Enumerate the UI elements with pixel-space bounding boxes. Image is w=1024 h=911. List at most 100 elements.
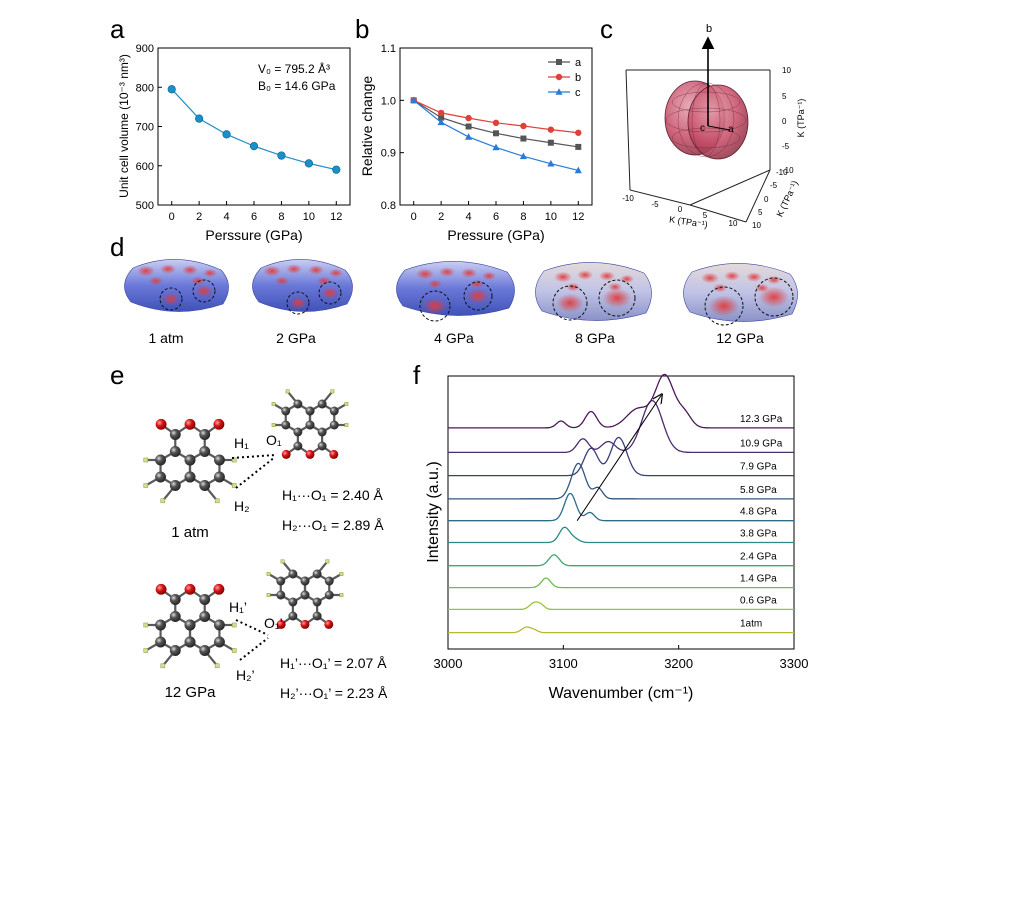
x-tick-label: 8: [520, 211, 526, 223]
surface-label-2: 2 GPa: [276, 330, 316, 346]
oxygen-atom: [184, 418, 196, 430]
contact-spot: [566, 282, 580, 292]
hydrogen-atom: [160, 663, 166, 669]
contact-spot: [701, 272, 719, 284]
series-point-b: [520, 122, 527, 130]
pressure-shift-arrow: [576, 395, 661, 521]
panel-a-series: [167, 85, 341, 174]
contact-spot: [191, 276, 205, 286]
legend-label-a: a: [575, 57, 582, 69]
panel-f: f 3000 3100 3200 3300 1atm 0.6 GPa 1.4 GPa 2.4…: [413, 360, 808, 702]
series-point-b: [465, 114, 472, 122]
y-tick-label: 10: [752, 221, 761, 230]
spectrum-label: 3.8 GPa: [740, 529, 777, 540]
hydrogen-atom: [231, 457, 237, 463]
hbond-h1-o1: [231, 454, 276, 459]
hydrogen-atom: [266, 593, 271, 597]
hydrogen-atom: [280, 559, 285, 564]
contact-spot: [482, 271, 496, 281]
carbon-atom: [312, 611, 322, 621]
surface-3d: [664, 80, 749, 160]
molecule-pair-1atm: [143, 389, 349, 504]
y-tick-label: 1.0: [381, 95, 396, 107]
surface-label-5: 12 GPa: [716, 330, 764, 346]
spectrum-label: 4.8 GPa: [740, 507, 777, 518]
carbon-atom: [329, 406, 339, 416]
y-tick-label: 1.1: [381, 43, 396, 55]
carbon-atom: [184, 454, 196, 466]
spectrum-0.6-GPa: [448, 601, 794, 611]
carbon-atom: [293, 427, 303, 437]
y-tick-label: 0: [764, 195, 769, 204]
spectrum-7.9-GPa: [448, 436, 794, 477]
hydrogen-atom: [143, 457, 149, 463]
contact-ring: [318, 281, 342, 305]
panel-f-series-labels: 1atm 0.6 GPa 1.4 GPa 2.4 GPa 3.8 GPa 4.8 GPa 5…: [740, 414, 783, 630]
oxygen-atom: [213, 583, 225, 595]
volume-point: [195, 114, 204, 123]
carbon-atom: [288, 569, 298, 579]
carbon-atom: [317, 441, 327, 451]
hydrogen-atom: [330, 389, 335, 394]
y-tick-label: 5: [758, 208, 763, 217]
axis-b-label: b: [706, 23, 712, 35]
volume-point: [332, 165, 341, 174]
oxygen-atom: [324, 619, 334, 629]
contact-spot: [286, 264, 302, 274]
z-tick-label: 0: [782, 117, 787, 126]
carbon-atom: [281, 420, 291, 430]
x-tick-label: 10: [303, 211, 315, 223]
hydrogen-atom: [339, 572, 344, 576]
carbon-atom: [214, 636, 225, 648]
contact-spot: [308, 265, 324, 275]
spectrum-label: 5.8 GPa: [740, 485, 777, 496]
legend-marker-b: [555, 73, 563, 81]
panel-f-series: [448, 373, 794, 634]
contact-spot: [602, 288, 632, 308]
contact-spot: [423, 297, 447, 315]
panel-a-axes: 0 2 4 6 8 10 12 500 600 700 800 900: [136, 43, 343, 223]
x-tick-label: 3000: [434, 656, 463, 671]
label-h2-prime: H₂’: [236, 667, 255, 683]
carbon-atom: [312, 597, 322, 607]
distance-h2p-o1p: H₂’···O₁’ = 2.23 Å: [280, 685, 388, 701]
contact-spot: [746, 272, 762, 282]
x-tick-label: 0: [411, 211, 417, 223]
legend-label-b: b: [575, 72, 581, 84]
oxygen-atom: [329, 449, 339, 459]
carbon-atom: [184, 636, 196, 648]
carbon-atom: [317, 427, 327, 437]
x-tick-label: 6: [493, 211, 499, 223]
carbon-atom: [276, 590, 286, 600]
axis-a-label: a: [728, 124, 734, 135]
panel-f-letter: f: [413, 360, 421, 390]
oxygen-atom: [300, 619, 310, 629]
carbon-atom: [199, 594, 211, 605]
hydrogen-atom: [160, 498, 166, 504]
panel-e: e H₁ H₂ O₁ 1 atm H₁···O₁ = 2.40 Å H₂···O…: [110, 360, 388, 701]
x-tick-label: 5: [703, 211, 708, 220]
volume-point: [277, 151, 286, 160]
contact-spot: [162, 292, 180, 306]
contact-spot: [556, 293, 584, 313]
series-point-a: [493, 130, 499, 137]
panel-c-ylabel: K (TPa⁻¹): [775, 179, 800, 218]
carbon-atom: [155, 619, 166, 631]
panel-e-letter: e: [110, 360, 124, 390]
surface-5: [683, 263, 798, 326]
spectrum-label: 12.3 GPa: [740, 414, 783, 425]
hirshfeld-surfaces: [124, 259, 798, 326]
panel-a-letter: a: [110, 14, 125, 44]
contact-spot: [329, 268, 343, 278]
x-tick-label: 10: [545, 211, 557, 223]
surface-3: [396, 261, 515, 322]
carbon-atom: [169, 594, 181, 605]
hydrogen-atom: [344, 423, 349, 427]
hydrogen-atom: [143, 648, 149, 653]
carbon-atom: [276, 576, 286, 586]
contact-spot: [724, 271, 740, 281]
carbon-atom: [305, 406, 315, 416]
panel-f-frame: [447, 375, 795, 650]
z-tick-label: -10: [782, 166, 794, 175]
x-tick-label: 2: [438, 211, 444, 223]
